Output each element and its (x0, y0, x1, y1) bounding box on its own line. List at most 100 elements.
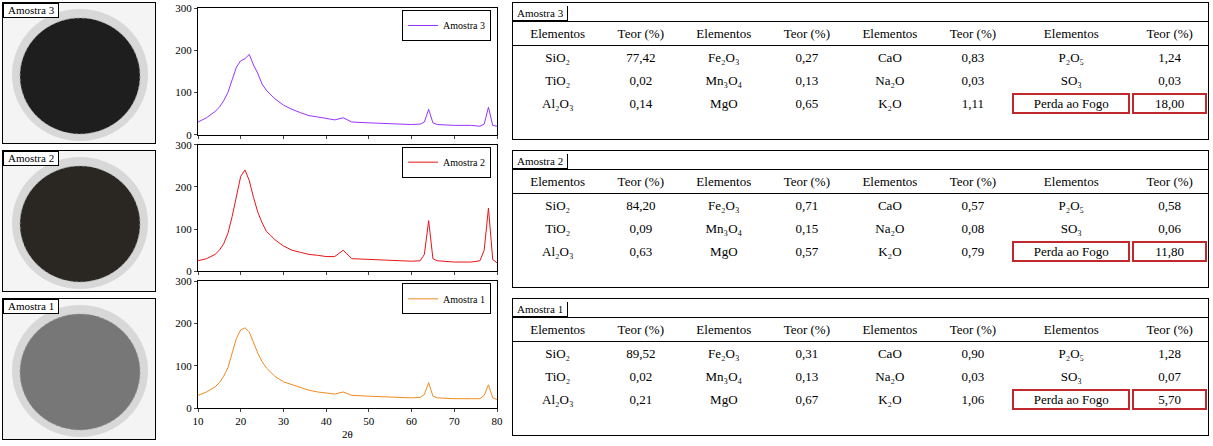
html-text:0,57: 0,57 (961, 198, 985, 213)
html-text:CaO: CaO (878, 50, 902, 65)
html-text:Elementos: Elementos (696, 26, 752, 41)
html-text:Fe₂O₃: Fe₂O₃ (708, 50, 740, 65)
svg-text:100: 100 (175, 86, 192, 98)
html-text:Al₂O₃: Al₂O₃ (542, 244, 574, 259)
html-text:TiO₂: TiO₂ (545, 221, 571, 236)
html-text:Fe₂O₃: Fe₂O₃ (708, 198, 740, 213)
svg-text:40: 40 (321, 415, 333, 427)
html-text:0,71: 0,71 (795, 198, 819, 213)
html-text:0,13: 0,13 (795, 73, 819, 88)
svg-text:70: 70 (449, 415, 461, 427)
html-text:Teor (%): Teor (%) (949, 322, 997, 337)
html-text:Teor (%): Teor (%) (617, 26, 664, 41)
svg-text:30: 30 (278, 415, 290, 427)
svg-text:50: 50 (363, 415, 375, 427)
svg-text:2θ: 2θ (342, 428, 353, 440)
html-text:0,03: 0,03 (1158, 73, 1182, 88)
html-text:SiO₂: SiO₂ (545, 346, 571, 361)
html-text:0,09: 0,09 (629, 221, 653, 236)
html-text:K₂O: K₂O (878, 96, 902, 111)
html-text:Teor (%): Teor (%) (1146, 26, 1193, 41)
html-text:Teor (%): Teor (%) (1146, 174, 1193, 189)
html-text:Elementos: Elementos (1043, 174, 1099, 189)
html-text:Perda ao Fogo: Perda ao Fogo (1033, 244, 1109, 259)
svg-text:0: 0 (186, 402, 192, 414)
html-text:Teor (%): Teor (%) (617, 174, 664, 189)
html-text:0,06: 0,06 (1158, 221, 1182, 236)
svg-text:10: 10 (193, 415, 205, 427)
html-text:0,14: 0,14 (629, 96, 653, 111)
svg-text:200: 200 (175, 317, 192, 329)
html-text:0,31: 0,31 (795, 346, 819, 361)
html-text:Teor (%): Teor (%) (1146, 322, 1193, 337)
html-text:Mn₃O₄: Mn₃O₄ (705, 221, 743, 236)
html-text:84,20: 84,20 (626, 198, 656, 213)
html-text:Elementos: Elementos (862, 174, 918, 189)
html-text:Elementos: Elementos (530, 26, 586, 41)
html-text:Elementos: Elementos (696, 174, 752, 189)
html-text:0,65: 0,65 (795, 96, 819, 111)
html-text:Al₂O₃: Al₂O₃ (542, 96, 574, 111)
html-text:Teor (%): Teor (%) (783, 26, 830, 41)
html-text:0,57: 0,57 (795, 244, 819, 259)
html-text:Fe₂O₃: Fe₂O₃ (708, 346, 740, 361)
html-text:0,27: 0,27 (795, 50, 819, 65)
html-text:SiO₂: SiO₂ (545, 50, 571, 65)
html-text:Na₂O: Na₂O (875, 221, 905, 236)
svg-text:20: 20 (235, 415, 247, 427)
html-text:Teor (%): Teor (%) (949, 174, 997, 189)
svg-text:0: 0 (186, 265, 192, 277)
html-text:Elementos: Elementos (862, 322, 918, 337)
html-text:1,11: 1,11 (961, 96, 984, 111)
html-text:Teor (%): Teor (%) (783, 174, 830, 189)
html-text:K₂O: K₂O (878, 244, 902, 259)
svg-text:200: 200 (175, 44, 192, 56)
html-text:0,02: 0,02 (629, 73, 653, 88)
html-text:0,79: 0,79 (961, 244, 985, 259)
html-text:0,03: 0,03 (961, 73, 985, 88)
svg-text:300: 300 (175, 139, 192, 151)
html-text:0,83: 0,83 (961, 50, 985, 65)
html-text:0,63: 0,63 (629, 244, 653, 259)
svg-text:Amostra 1: Amostra 1 (443, 294, 485, 305)
svg-text:300: 300 (175, 2, 192, 14)
svg-text:100: 100 (175, 223, 192, 235)
html-text:SO₃: SO₃ (1060, 73, 1082, 88)
html-text:Na₂O: Na₂O (875, 73, 905, 88)
svg-text:80: 80 (492, 415, 504, 427)
html-text:Elementos: Elementos (1043, 322, 1099, 337)
html-text:77,42: 77,42 (626, 50, 656, 65)
svg-text:Amostra 3: Amostra 3 (443, 20, 485, 31)
svg-text:300: 300 (175, 275, 192, 287)
svg-text:60: 60 (406, 415, 418, 427)
svg-text:Amostra 2: Amostra 2 (443, 157, 485, 168)
html-text:Perda ao Fogo: Perda ao Fogo (1033, 96, 1109, 111)
html-text:Elementos: Elementos (530, 174, 586, 189)
html-text:Mn₃O₄: Mn₃O₄ (705, 73, 743, 88)
html-text:SiO₂: SiO₂ (545, 198, 571, 213)
html-text:MgO: MgO (710, 244, 738, 259)
html-text:Elementos: Elementos (696, 322, 752, 337)
html-text:SO₃: SO₃ (1060, 221, 1082, 236)
html-text:0,08: 0,08 (961, 221, 985, 236)
html-text:Teor (%): Teor (%) (617, 322, 664, 337)
html-text:Teor (%): Teor (%) (949, 26, 997, 41)
html-text:CaO: CaO (878, 198, 902, 213)
html-text:Teor (%): Teor (%) (783, 322, 830, 337)
svg-text:0: 0 (186, 129, 192, 141)
html-text:18,00: 18,00 (1155, 96, 1185, 111)
html-text:Elementos: Elementos (1043, 26, 1099, 41)
svg-text:200: 200 (175, 181, 192, 193)
html-text:0,15: 0,15 (795, 221, 819, 236)
html-text:Elementos: Elementos (530, 322, 586, 337)
html-text:P₂O₅: P₂O₅ (1058, 198, 1085, 213)
svg-text:100: 100 (175, 360, 192, 372)
html-text:11,80: 11,80 (1155, 244, 1185, 259)
html-text:TiO₂: TiO₂ (545, 73, 571, 88)
html-text:1,24: 1,24 (1158, 50, 1182, 65)
html-text:0,58: 0,58 (1158, 198, 1182, 213)
html-text:P₂O₅: P₂O₅ (1058, 50, 1085, 65)
html-text:Elementos: Elementos (862, 26, 918, 41)
html-text:89,52: 89,52 (626, 346, 656, 361)
html-text:MgO: MgO (710, 96, 738, 111)
